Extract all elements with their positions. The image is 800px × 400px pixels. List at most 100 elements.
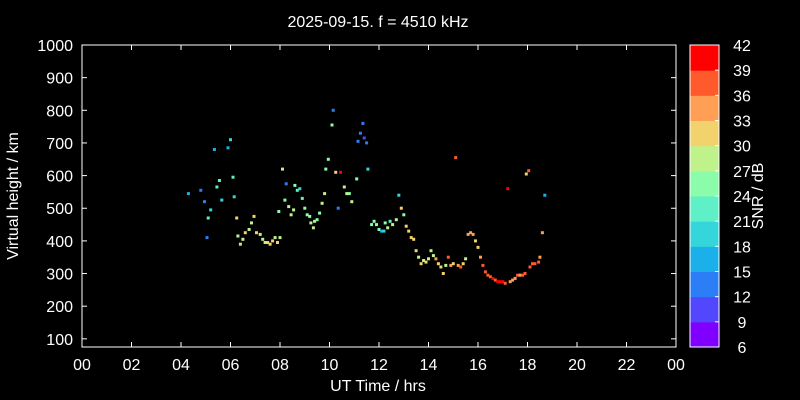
data-point [533,262,537,266]
data-point [318,211,322,215]
data-point [402,213,406,217]
data-point [508,280,512,284]
data-point [476,245,480,249]
data-point [347,192,351,196]
data-point [486,273,490,277]
data-point [449,263,453,267]
data-point [451,262,455,266]
data-point [284,182,288,186]
colorbar-segment [690,321,719,348]
data-point [330,123,334,127]
x-tick-label: 12 [370,357,388,374]
x-tick-label: 02 [123,357,141,374]
y-tick-label: 200 [46,299,73,316]
y-tick-label: 800 [46,103,73,120]
data-point [518,273,522,277]
data-point [217,179,221,182]
data-point [498,280,502,284]
x-tick-label: 20 [568,357,586,374]
data-point [212,148,216,151]
data-point [441,272,445,275]
colorbar-tick-label: 9 [738,315,747,332]
colorbar-segment [690,221,719,247]
data-point [287,205,291,209]
data-point [258,232,262,236]
data-point [444,263,448,267]
data-point [356,139,360,143]
colorbar-segment [690,296,719,323]
data-point [524,172,528,176]
data-point [474,239,477,243]
data-point [407,229,411,233]
data-point [289,213,293,217]
colorbar-tick-label: 6 [738,340,747,357]
data-point [382,229,386,233]
y-tick-label: 300 [46,267,73,284]
data-point [479,255,482,259]
data-point [488,275,492,279]
data-point [308,214,312,218]
x-tick-label: 04 [172,357,190,374]
data-point [531,262,534,266]
x-tick-label: 16 [469,357,487,374]
colorbar-label: SNR / dB [750,163,767,230]
data-point [293,183,297,187]
data-point [372,219,376,223]
data-point [436,262,440,266]
data-point [203,200,206,204]
data-point [377,228,381,231]
data-point [243,231,247,235]
colorbar-tick-label: 18 [733,239,751,256]
data-point [236,234,240,238]
data-point [491,276,495,280]
data-point [241,237,245,241]
data-point [422,259,426,262]
data-point [266,241,270,244]
data-point [527,169,531,173]
data-point [229,138,232,142]
data-point [543,193,547,197]
data-point [516,273,520,277]
data-point [394,218,398,222]
colorbar-tick-label: 39 [733,63,751,80]
data-point [380,229,383,233]
data-point [466,232,470,236]
data-point [252,214,256,218]
x-tick-label: 00 [73,357,91,374]
y-tick-label: 500 [46,201,73,218]
data-point [511,278,515,282]
colorbar-tick-label: 21 [733,214,751,231]
data-point [427,257,430,261]
y-tick-label: 1000 [37,38,73,55]
data-point [446,255,450,259]
data-point [424,260,428,264]
x-tick-label: 08 [271,357,289,374]
data-point [235,216,239,220]
colorbar-segment [690,45,719,71]
x-tick-label: 10 [321,357,339,374]
data-point [220,198,224,202]
data-point [231,175,235,179]
data-point [383,221,387,225]
data-point [215,185,219,189]
data-point [206,216,210,220]
data-point [326,157,330,161]
plot-area [81,44,677,348]
data-point [273,236,277,240]
data-point [334,170,338,174]
data-point [268,242,272,246]
data-point [461,262,465,266]
data-point [361,121,365,125]
data-point [271,239,275,243]
data-point [315,218,319,222]
data-point [323,192,327,196]
colorbar-segment [690,170,719,197]
data-point [320,201,324,205]
data-point [414,249,418,253]
data-point [493,278,497,282]
data-point [295,188,299,192]
data-point [263,241,267,244]
data-point [388,219,392,223]
data-point [305,213,309,217]
data-point [247,228,251,231]
